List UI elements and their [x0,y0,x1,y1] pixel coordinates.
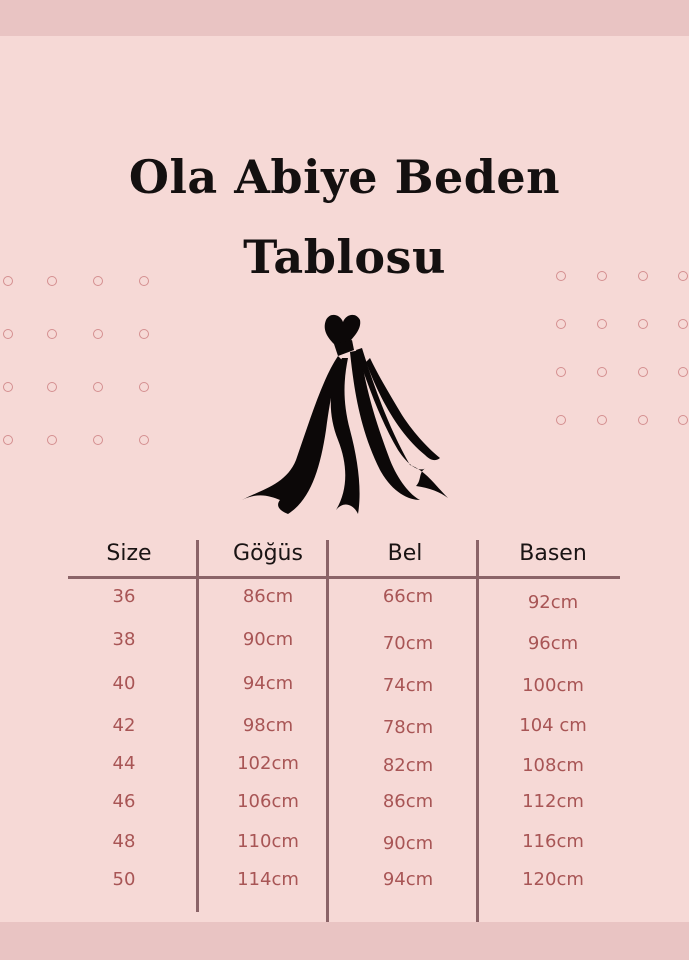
decorative-dot [556,415,566,425]
table-cell: 86cm [242,586,294,607]
decorative-dot [678,319,688,329]
table-cell: 112cm [522,791,584,812]
table-cell: 48 [112,831,136,852]
table-cell: 86cm [382,791,434,812]
column-divider [326,540,329,922]
table-cell: 94cm [382,869,434,890]
decorative-dot [678,271,688,281]
column-divider [476,540,479,922]
decorative-dot [556,367,566,377]
table-cell: 70cm [382,633,434,654]
table-cell: 46 [112,791,136,812]
decorative-dot [638,319,648,329]
decorative-dot [556,271,566,281]
decorative-dot [47,276,57,286]
decorative-dot [47,435,57,445]
decorative-dot [3,276,13,286]
table-cell: 66cm [382,586,434,607]
column-header: Basen [519,541,587,566]
table-cell: 82cm [382,755,434,776]
column-header: Bel [387,541,423,566]
decorative-dot [597,319,607,329]
decorative-dot [678,367,688,377]
decorative-dot [597,415,607,425]
table-cell: 92cm [527,592,579,613]
column-header: Göğüs [233,541,303,566]
table-cell: 40 [112,673,136,694]
decorative-dot [93,276,103,286]
decorative-dot [139,276,149,286]
decorative-dot [3,435,13,445]
decorative-dot [3,382,13,392]
table-cell: 78cm [382,717,434,738]
dress-icon [242,314,448,514]
table-cell: 98cm [242,715,294,736]
decorative-dot [47,382,57,392]
table-cell: 114cm [237,869,299,890]
table-cell: 106cm [237,791,299,812]
table-cell: 100cm [522,675,584,696]
table-cell: 96cm [527,633,579,654]
decorative-dot [93,435,103,445]
decorative-dot [93,329,103,339]
decorative-dot [47,329,57,339]
decorative-dot [93,382,103,392]
decorative-dot [139,435,149,445]
table-cell: 74cm [382,675,434,696]
page-title-line2: Tablosu [243,230,446,284]
top-band [0,0,689,36]
table-cell: 36 [112,586,136,607]
decorative-dot [139,329,149,339]
page-title-line1: Ola Abiye Beden [128,150,561,204]
table-cell: 44 [112,753,136,774]
decorative-dot [3,329,13,339]
table-cell: 38 [112,629,136,650]
bottom-band [0,922,689,960]
table-cell: 108cm [522,755,584,776]
decorative-dot [638,271,648,281]
decorative-dot [638,367,648,377]
table-cell: 50 [112,869,136,890]
header-divider [68,576,620,579]
table-cell: 94cm [242,673,294,694]
table-cell: 116cm [522,831,584,852]
decorative-dot [678,415,688,425]
table-cell: 102cm [237,753,299,774]
decorative-dot [556,319,566,329]
decorative-dot [597,271,607,281]
table-cell: 42 [112,715,136,736]
column-header: Size [106,541,152,566]
table-cell: 90cm [382,833,434,854]
table-cell: 90cm [242,629,294,650]
decorative-dot [139,382,149,392]
decorative-dot [597,367,607,377]
table-cell: 120cm [522,869,584,890]
table-cell: 104 cm [519,715,587,736]
decorative-dot [638,415,648,425]
table-cell: 110cm [237,831,299,852]
column-divider [196,540,199,912]
